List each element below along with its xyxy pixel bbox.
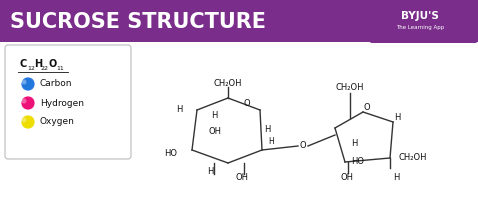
Text: 22: 22 (41, 65, 49, 70)
Text: Carbon: Carbon (40, 79, 73, 88)
Text: SUCROSE STRUCTURE: SUCROSE STRUCTURE (10, 12, 266, 32)
Circle shape (21, 115, 35, 129)
Text: C: C (20, 59, 27, 69)
Text: BYJU'S: BYJU'S (401, 11, 439, 21)
Text: H: H (176, 104, 182, 113)
Text: CH₂OH: CH₂OH (399, 153, 427, 162)
Text: O: O (244, 99, 250, 108)
Text: H: H (268, 136, 274, 145)
Text: The Learning App: The Learning App (396, 25, 444, 31)
Text: CH₂OH: CH₂OH (214, 79, 242, 88)
Text: H: H (207, 167, 213, 176)
Text: Oxygen: Oxygen (40, 117, 75, 126)
Text: CH₂OH: CH₂OH (336, 84, 364, 93)
Text: O: O (364, 103, 370, 112)
Text: 12: 12 (27, 65, 35, 70)
Text: O: O (49, 59, 57, 69)
Text: OH: OH (340, 173, 354, 182)
Circle shape (22, 98, 26, 103)
FancyBboxPatch shape (369, 0, 478, 43)
FancyBboxPatch shape (5, 45, 131, 159)
Text: OH: OH (208, 126, 221, 135)
Circle shape (22, 79, 26, 84)
Text: H: H (264, 125, 270, 135)
Text: H: H (211, 111, 217, 121)
Circle shape (21, 77, 35, 91)
Text: H: H (394, 113, 400, 122)
Text: O: O (300, 141, 306, 150)
Text: H: H (351, 139, 357, 148)
Circle shape (21, 96, 35, 110)
FancyBboxPatch shape (0, 0, 478, 42)
Text: 11: 11 (56, 65, 64, 70)
Text: H: H (393, 173, 399, 182)
Text: Hydrogen: Hydrogen (40, 98, 84, 107)
Text: HO: HO (351, 158, 365, 167)
Circle shape (22, 117, 26, 122)
Text: HO: HO (164, 149, 177, 158)
Text: H: H (34, 59, 42, 69)
Text: OH: OH (236, 172, 249, 181)
